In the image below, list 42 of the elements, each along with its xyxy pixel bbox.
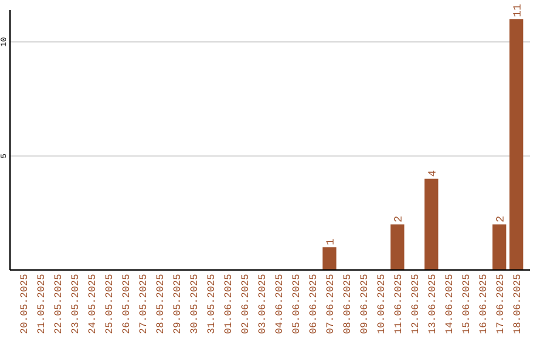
x-tick-label: 02.06.2025 [241, 274, 252, 334]
x-tick-label: 30.05.2025 [190, 274, 202, 334]
x-tick-label: 29.05.2025 [173, 274, 184, 334]
x-tick-label: 26.05.2025 [122, 274, 134, 334]
y-tick-label: 5 [0, 153, 9, 158]
x-tick-label: 12.06.2025 [410, 274, 422, 334]
x-tick-label: 18.06.2025 [512, 274, 524, 334]
bar [424, 178, 438, 270]
bar [322, 247, 336, 270]
x-tick-label: 24.05.2025 [88, 274, 100, 334]
x-tick-label: 11.06.2025 [394, 274, 405, 334]
x-tick-label: 01.06.2025 [224, 274, 236, 334]
x-tick-label: 17.06.2025 [496, 274, 507, 334]
bar [390, 224, 404, 270]
x-tick-label: 03.06.2025 [258, 274, 270, 334]
x-tick-label: 09.06.2025 [360, 274, 371, 334]
x-tick-label: 06.06.2025 [308, 274, 320, 334]
bar [509, 19, 524, 270]
x-tick-label: 27.05.2025 [139, 274, 150, 334]
x-tick-label: 31.05.2025 [207, 274, 218, 334]
data-label: 2 [495, 216, 508, 222]
x-tick-label: 04.06.2025 [274, 274, 286, 334]
data-label: 4 [427, 170, 440, 177]
data-label: 1 [325, 238, 338, 246]
x-tick-label: 14.06.2025 [444, 274, 456, 334]
y-tick-label: 10 [0, 36, 9, 47]
x-tick-label: 08.06.2025 [342, 274, 354, 334]
x-tick-label: 15.06.2025 [462, 274, 473, 334]
x-tick-label: 05.06.2025 [292, 274, 303, 334]
x-tick-label: 13.06.2025 [428, 274, 439, 334]
x-tick-label: 22.05.2025 [54, 274, 66, 334]
x-tick-label: 21.05.2025 [37, 274, 48, 334]
x-tick-label: 16.06.2025 [478, 274, 490, 334]
data-label: 11 [512, 4, 524, 18]
x-tick-label: 10.06.2025 [376, 274, 388, 334]
bar [492, 224, 506, 270]
x-tick-label: 25.05.2025 [105, 274, 116, 334]
data-label: 2 [393, 216, 406, 222]
x-tick-label: 23.05.2025 [71, 274, 82, 334]
x-tick-label: 28.05.2025 [156, 274, 168, 334]
x-tick-label: 07.06.2025 [326, 274, 337, 334]
x-tick-label: 20.05.2025 [20, 274, 32, 334]
